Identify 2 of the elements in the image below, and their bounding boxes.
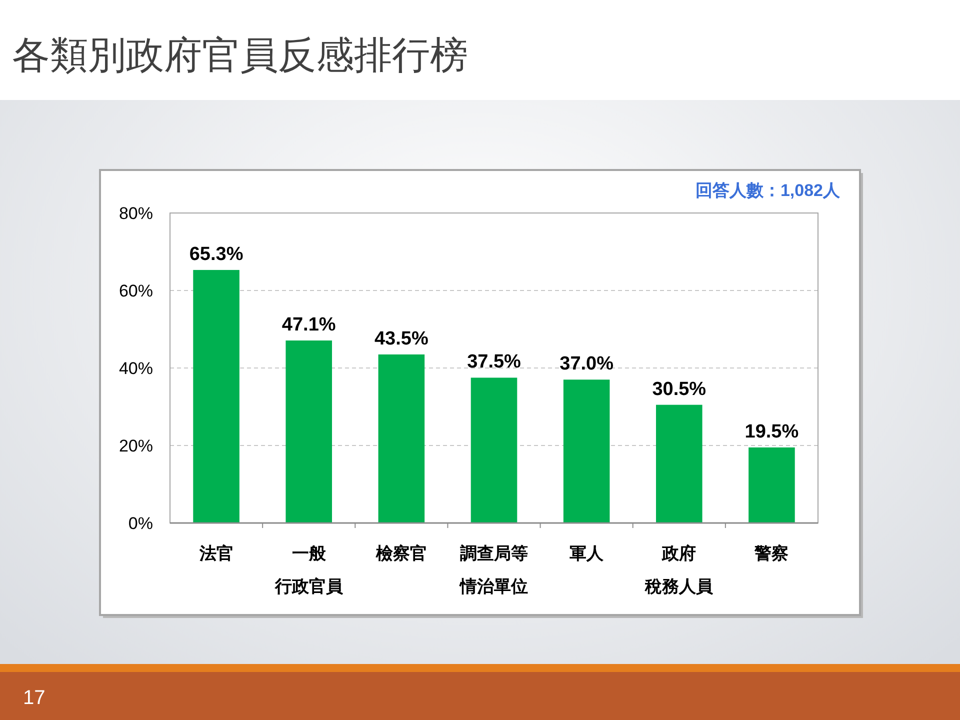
title: 各類別政府官員反感排行榜 — [12, 35, 468, 77]
annotation: 回答人數：1,082人 — [695, 181, 840, 200]
